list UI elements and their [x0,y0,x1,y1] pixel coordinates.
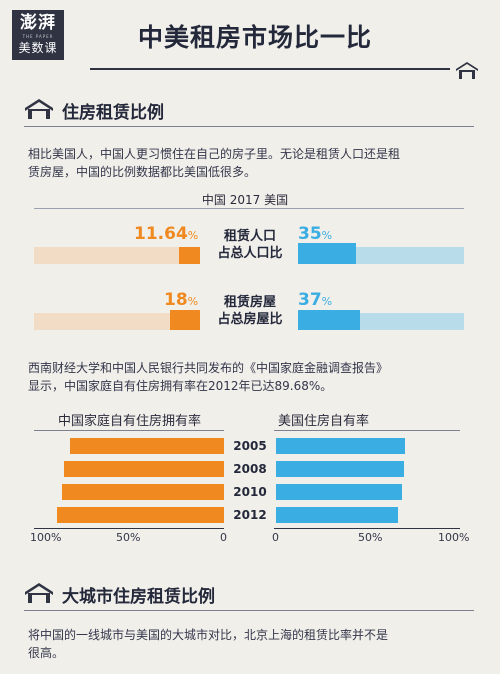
year-label: 2008 [233,462,267,476]
usa-rental-housing-bar [298,310,360,330]
usa-rental-population-value: 35% [298,224,333,244]
china-rental-population-bar [179,247,200,264]
usa-ownership-bar [276,461,404,477]
note-line-2: 显示，中国家庭自有住房拥有率在2012年已达89.68%。 [28,379,333,393]
china-ownership-bar [64,461,224,477]
tick-label: 50% [358,531,383,544]
china-ownership-bar [57,507,224,523]
section2-intro-line-2: 很高。 [28,646,65,660]
tick-label: 50% [116,531,141,544]
year-label: 2012 [233,508,267,522]
legend-divider [34,208,464,209]
survey-note: 西南财经大学和中国人民银行共同发布的《中国家庭金融调查报告》 显示，中国家庭自有… [28,359,488,395]
axis-left [34,528,224,529]
intro-line-2: 赁房屋，中国的比例数据都比美国低很多。 [28,165,257,179]
header-divider [90,68,450,70]
china-ownership-bar [62,484,224,500]
section-title-big-city: 大城市住房租赁比例 [62,587,215,607]
chart-divider-right [274,430,460,431]
year-label: 2010 [233,485,267,499]
logo: 澎湃 THE PAPER 美数课 [12,10,64,60]
china-bar-track [34,313,200,330]
section-title-rental-ratio: 住房租赁比例 [62,103,164,123]
china-ownership-bar [69,438,224,454]
comparison-legend: 中国 2017 美国 [201,193,289,207]
tick-label: 0 [220,531,227,544]
china-rental-population-value: 11.64% [134,224,199,244]
year-label: 2005 [233,439,267,453]
house-icon [456,62,478,79]
usa-ownership-title: 美国住房自有率 [278,414,370,429]
section-intro: 相比美国人，中国人更习惯住在自己的房子里。无论是租赁人口还是租 赁房屋，中国的比… [28,145,478,181]
section2-intro: 将中国的一线城市与美国的大城市对比，北京上海的租赁比率并不是 很高。 [28,626,488,662]
tick-label: 100% [30,531,62,544]
house-icon [25,99,53,119]
page-title: 中美租房市场比一比 [137,23,372,52]
logo-bottom-text: 美数课 [18,41,58,55]
metric-label-rental-population: 租赁人口 占总人口比 [217,229,283,261]
china-rental-housing-bar [170,310,200,330]
note-line-1: 西南财经大学和中国人民银行共同发布的《中国家庭金融调查报告》 [28,361,389,375]
section2-intro-line-1: 将中国的一线城市与美国的大城市对比，北京上海的租赁比率并不是 [28,628,389,642]
usa-ownership-bar [276,507,398,523]
tick-label: 100% [438,531,470,544]
section-divider [24,126,474,127]
usa-rental-population-bar [298,243,356,264]
china-ownership-title: 中国家庭自有住房拥有率 [58,414,202,429]
china-rental-housing-value: 18% [164,290,199,310]
section-divider [24,610,474,611]
china-bar-track [34,247,200,264]
logo-sub-text: THE PAPER [22,34,54,39]
chart-divider-left [34,430,224,431]
usa-ownership-bar [276,484,402,500]
house-icon [25,583,53,603]
intro-line-1: 相比美国人，中国人更习惯住在自己的房子里。无论是租赁人口还是租 [28,147,401,161]
logo-top-text: 澎湃 [20,13,56,33]
usa-rental-housing-value: 37% [298,290,333,310]
metric-label-rental-housing: 租赁房屋 占总房屋比 [217,295,283,327]
axis-right [274,528,460,529]
tick-label: 0 [272,531,279,544]
usa-ownership-bar [276,438,406,454]
